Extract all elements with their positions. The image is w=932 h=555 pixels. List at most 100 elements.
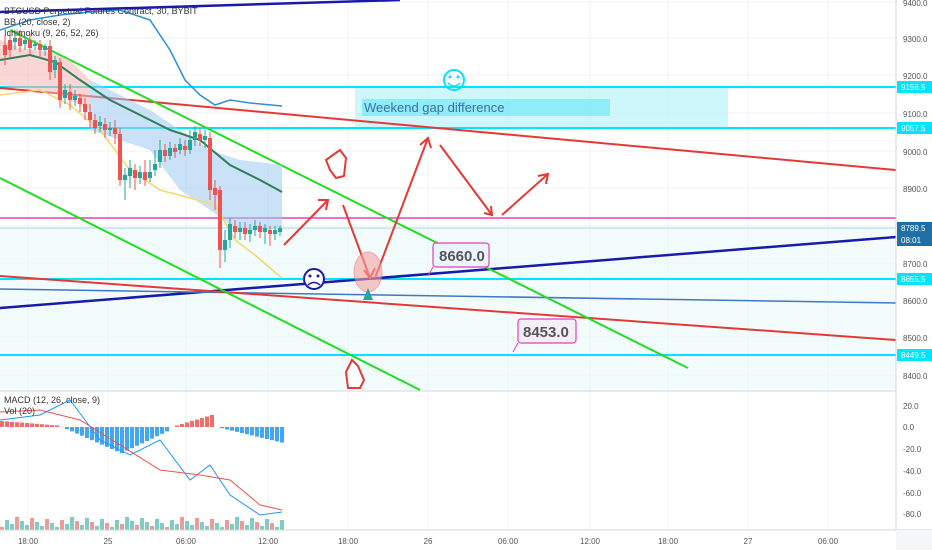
candle [133, 164, 137, 190]
candle [193, 126, 197, 146]
trend-green-lower [0, 177, 421, 391]
trend-blue-flat [0, 288, 897, 304]
time-tick: 18:00 [18, 537, 39, 546]
vol-bar [50, 523, 54, 530]
vol-bar [40, 526, 44, 530]
candle [18, 30, 22, 52]
ichimoku-cloud [90, 80, 282, 232]
vol-bar [150, 526, 154, 530]
macd-bar [195, 419, 199, 427]
candle [228, 218, 232, 248]
macd-bar [205, 416, 209, 427]
macd-bar [155, 427, 159, 437]
candle [43, 44, 47, 56]
candles [3, 30, 282, 268]
vol-bar [0, 527, 4, 530]
vol-bar [15, 517, 19, 530]
trend-red-upper [0, 87, 897, 171]
macd-bar [240, 427, 244, 433]
macd-bar [0, 421, 4, 427]
macd-bar [150, 427, 154, 439]
macd-bar [95, 427, 99, 443]
time-tick: 27 [744, 537, 753, 546]
macd-bar [5, 421, 9, 427]
svg-text:9156.5: 9156.5 [901, 83, 926, 92]
price-tick: 9300.0 [903, 35, 928, 44]
price-badge: 8449.5 [897, 349, 932, 361]
label-a: 8660.0 [439, 248, 485, 265]
vol-bar [250, 518, 254, 530]
vol-bar [195, 518, 199, 530]
signal-line [0, 409, 283, 511]
macd-bar [230, 427, 234, 431]
candle [28, 34, 32, 54]
macd-tick: -40.0 [903, 467, 922, 476]
macd-bar [25, 423, 29, 427]
macd-bar [140, 427, 144, 444]
vol-bar [20, 521, 24, 530]
candle [183, 140, 187, 156]
price-badge: 9156.5 [897, 81, 932, 93]
vol-bar [235, 517, 239, 530]
candle [118, 128, 122, 186]
macd-bar [250, 427, 254, 436]
vol-bar [75, 521, 79, 530]
macd-bar [220, 427, 224, 429]
vol-bar [275, 527, 279, 530]
price-tick: 8400.0 [903, 372, 928, 381]
vol-bar [140, 518, 144, 530]
candle [138, 166, 142, 184]
bb-basis [0, 53, 283, 193]
vol-bar [60, 520, 64, 530]
smile-icon [443, 69, 465, 91]
vol-bar [45, 519, 49, 530]
time-tick: 25 [104, 537, 113, 546]
price-tick: 8500.0 [903, 334, 928, 343]
candle [83, 98, 87, 120]
vol-bar [215, 523, 219, 530]
vol-bar [105, 523, 109, 530]
ichimoku-cloud-red [0, 40, 90, 110]
vol-bar [165, 527, 169, 530]
candle [168, 142, 172, 160]
vol-bar [100, 519, 104, 530]
vol-bar [25, 525, 29, 530]
vol-bar [65, 524, 69, 530]
bb-label: BB (20, close, 2) [4, 17, 71, 27]
vol-label: Vol (20) [4, 406, 35, 416]
candle [268, 226, 272, 246]
vol-bar [10, 524, 14, 530]
vol-bar [5, 520, 9, 530]
macd-bar [45, 424, 49, 427]
macd-tick: 0.0 [903, 423, 915, 432]
hand-down-icon [324, 148, 348, 180]
macd-bar [180, 424, 184, 427]
vol-bar [145, 522, 149, 530]
candle [188, 130, 192, 154]
vol-bar [245, 525, 249, 530]
candle [123, 168, 127, 200]
vol-bar [230, 524, 234, 530]
macd-bar [165, 427, 169, 432]
candle [158, 140, 162, 168]
vol-bar [240, 521, 244, 530]
candle [128, 160, 132, 188]
time-tick: 26 [424, 537, 433, 546]
up-marker-icon [363, 288, 373, 300]
svg-text:9057.5: 9057.5 [901, 124, 926, 133]
candle [163, 144, 167, 162]
price-badge: 8789.5 [897, 222, 932, 234]
time-axis[interactable]: 18:00 25 06:00 12:00 18:00 26 06:00 12:00 18:00 2… [18, 537, 839, 546]
macd-bar [55, 425, 59, 427]
candle [8, 32, 12, 58]
price-tick: 9200.0 [903, 72, 928, 81]
candle [3, 35, 7, 65]
candle [48, 40, 52, 80]
candle [248, 224, 252, 242]
macd-tick: -20.0 [903, 445, 922, 454]
candle [93, 114, 97, 134]
macd-bar [260, 427, 264, 438]
candle [198, 128, 202, 146]
bb-upper [0, 9, 283, 107]
